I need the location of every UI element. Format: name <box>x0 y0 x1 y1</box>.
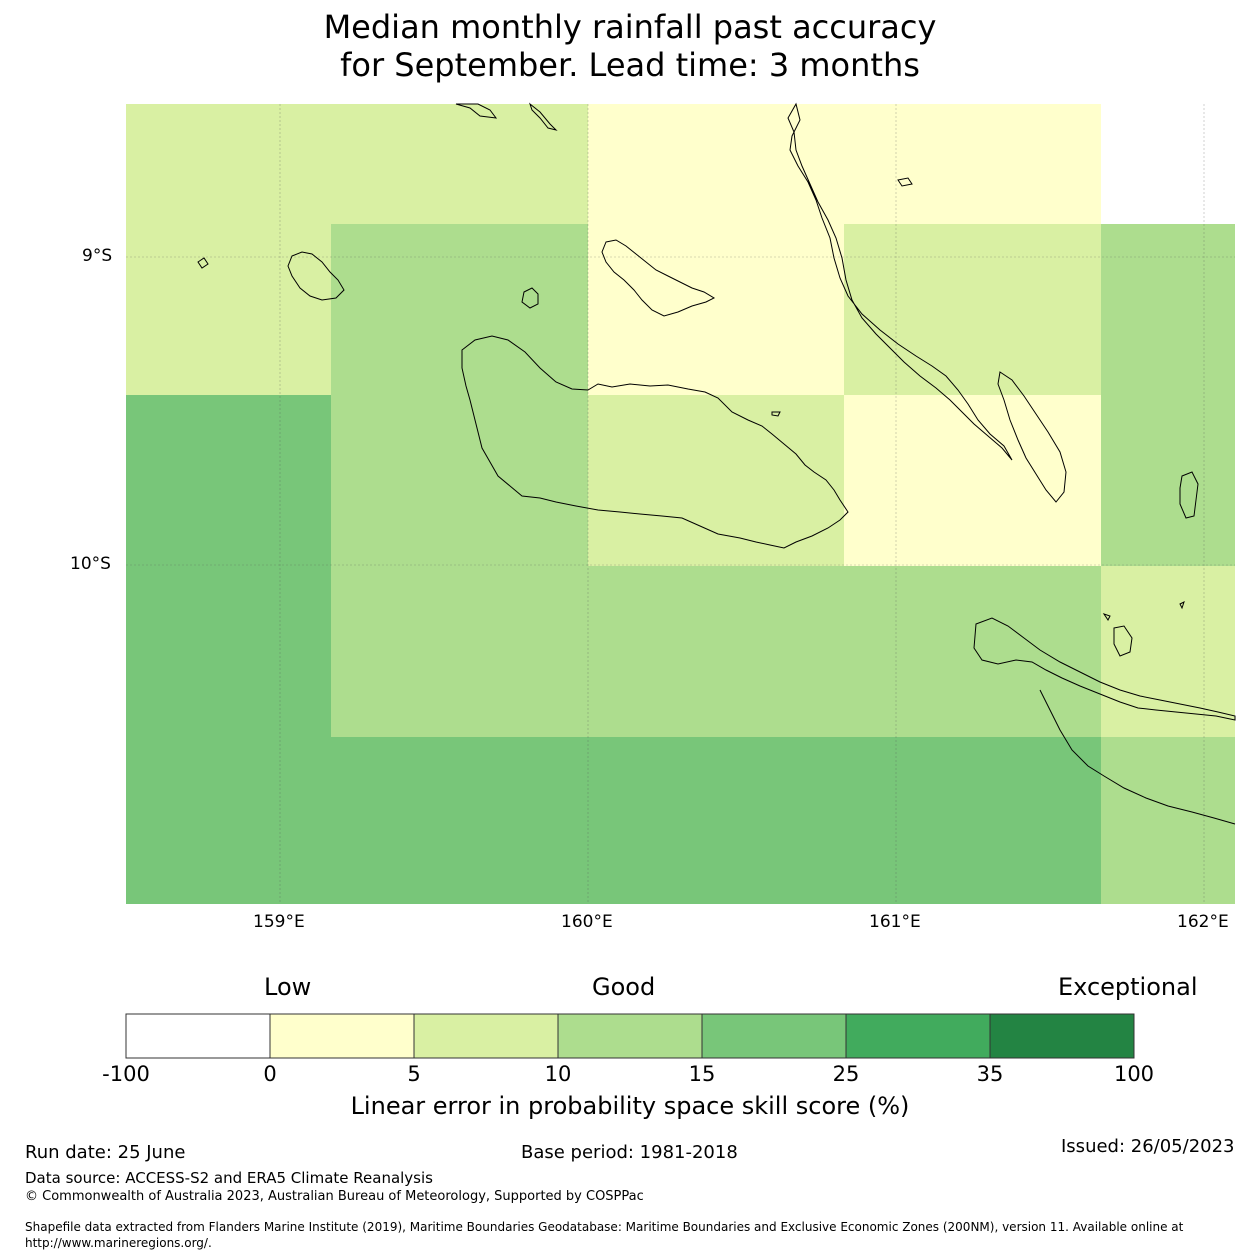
lat-label-9s: 9°S <box>82 246 113 266</box>
run-date: Run date: 25 June <box>25 1142 186 1163</box>
coastline-guadalcanal <box>461 335 849 549</box>
coastline-florida-islands <box>601 239 716 317</box>
grid-cell <box>588 395 844 566</box>
chart-title-line2: for September. Lead time: 3 months <box>340 46 920 84</box>
grid-cell <box>331 224 588 395</box>
coastline-savo <box>521 287 539 309</box>
grid-cell <box>844 395 1101 566</box>
grid-cell <box>1101 224 1235 566</box>
grid-cell <box>844 224 1101 395</box>
grid-cell <box>1101 737 1235 904</box>
grid-cell <box>1101 104 1235 224</box>
coastline-islet-6 <box>897 177 913 187</box>
grid-cell <box>588 224 844 395</box>
colorbar-tick: 5 <box>407 1062 421 1086</box>
grid-cell <box>331 104 588 224</box>
shapefile-credit: Shapefile data extracted from Flanders M… <box>25 1220 1184 1234</box>
coastline-makira-south <box>1039 689 1236 825</box>
base-period: Base period: 1981-2018 <box>521 1142 738 1163</box>
grid-cell <box>126 737 1101 904</box>
coastline-islet-1 <box>197 257 209 269</box>
colorbar-tick: 25 <box>832 1062 860 1086</box>
graticule <box>126 104 1235 904</box>
colorbar-bin-35-100 <box>989 1013 1135 1059</box>
colorbar-tick: -100 <box>102 1062 150 1086</box>
colorbar-bin-neg100-0 <box>125 1013 271 1059</box>
lon-label-159e: 159°E <box>253 912 305 932</box>
chart-title-line1: Median monthly rainfall past accuracy <box>323 8 937 46</box>
coastline-malaita <box>787 102 1013 461</box>
colorbar <box>125 1013 1135 1059</box>
coastline-islet-4 <box>1179 601 1185 610</box>
coastlines <box>197 102 1236 825</box>
colorbar-category-low: Low <box>264 973 312 1001</box>
shapefile-url: http://www.marineregions.org/. <box>25 1236 212 1250</box>
coastline-russell-islands <box>287 251 345 301</box>
issued-date: Issued: 26/05/2023 <box>1061 1136 1235 1157</box>
lat-label-10s: 10°S <box>70 554 111 574</box>
coastline-ulawa <box>1179 471 1199 519</box>
grid-cell <box>126 104 331 395</box>
colorbar-bin-15-25 <box>701 1013 847 1059</box>
colorbar-tick: 100 <box>1113 1062 1155 1086</box>
colorbar-tick: 15 <box>688 1062 716 1086</box>
coastline-island-north <box>455 103 498 119</box>
colorbar-category-exceptional: Exceptional <box>1058 973 1198 1001</box>
coastline-islet-3 <box>1102 613 1111 621</box>
colorbar-bin-10-15 <box>557 1013 703 1059</box>
lon-label-162e: 162°E <box>1177 912 1229 932</box>
grid-cell <box>126 395 331 737</box>
colorbar-bin-25-35 <box>845 1013 991 1059</box>
colorbar-label: Linear error in probability space skill … <box>350 1092 910 1120</box>
copyright: © Commonwealth of Australia 2023, Austra… <box>25 1189 644 1204</box>
grid-cell <box>588 104 1101 224</box>
colorbar-tick: 10 <box>544 1062 572 1086</box>
coastline-islet-2 <box>1113 625 1133 657</box>
colorbar-bin-5-10 <box>413 1013 559 1059</box>
colorbar-bin-0-5 <box>269 1013 415 1059</box>
skill-grid-cells <box>126 104 1235 904</box>
data-source: Data source: ACCESS-S2 and ERA5 Climate … <box>25 1169 433 1187</box>
grid-cell <box>331 395 588 566</box>
colorbar-tick: 0 <box>263 1062 277 1086</box>
grid-cell <box>331 566 1101 737</box>
coastline-makira <box>973 617 1236 721</box>
colorbar-category-good: Good <box>592 973 656 1001</box>
coastline-island-north2 <box>528 102 558 131</box>
coastline-islet-5 <box>771 411 781 417</box>
lon-label-160e: 160°E <box>561 912 613 932</box>
colorbar-tick: 35 <box>976 1062 1004 1086</box>
lon-label-161e: 161°E <box>869 912 921 932</box>
coastline-small-malaita <box>997 371 1067 503</box>
grid-cell <box>1101 566 1235 737</box>
